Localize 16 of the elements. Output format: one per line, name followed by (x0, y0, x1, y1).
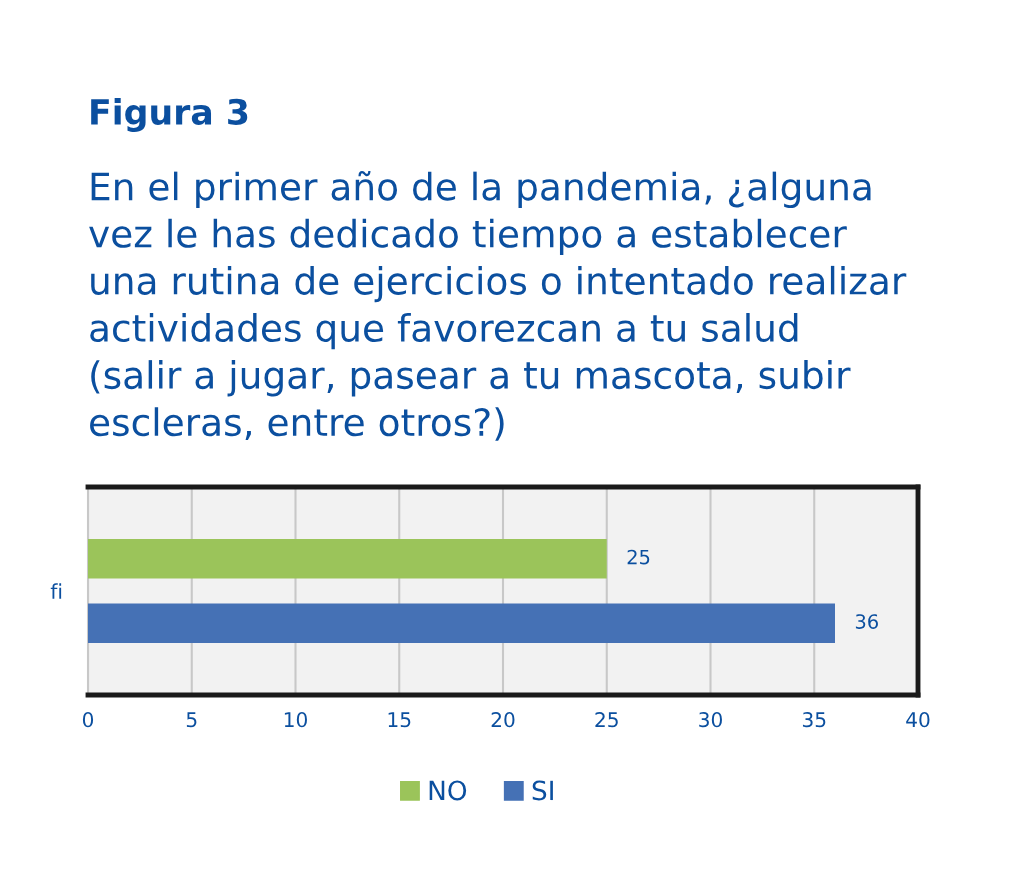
x-tick-label: 35 (802, 712, 826, 728)
x-tick-label: 10 (284, 712, 307, 728)
data-label: 36 (855, 614, 878, 629)
x-tick-label: 40 (906, 712, 930, 728)
x-tick-label: 20 (491, 712, 515, 728)
chart-subtitle: En el primer año de la pandemia, ¿alguna vez le has dedicado tiempo a establecer una rutina de ejercicios o intentado realizar actividades que favorezcan a tu salud (salir a jugar, pasear a tu mascota, subir escleras, entre otros?) (89, 171, 907, 441)
x-tick-label: 0 (82, 712, 94, 728)
x-tick-label: 15 (388, 712, 411, 728)
x-tick-label: 25 (595, 712, 618, 728)
x-tick-label: 30 (699, 712, 722, 728)
chart-title: Figura 3 (91, 98, 248, 132)
y-tick-label: fi (50, 583, 62, 599)
legend-label: SI (532, 780, 553, 801)
legend-label: NO (429, 780, 467, 801)
data-label: 25 (627, 549, 650, 565)
x-tick-label: 5 (186, 712, 197, 728)
